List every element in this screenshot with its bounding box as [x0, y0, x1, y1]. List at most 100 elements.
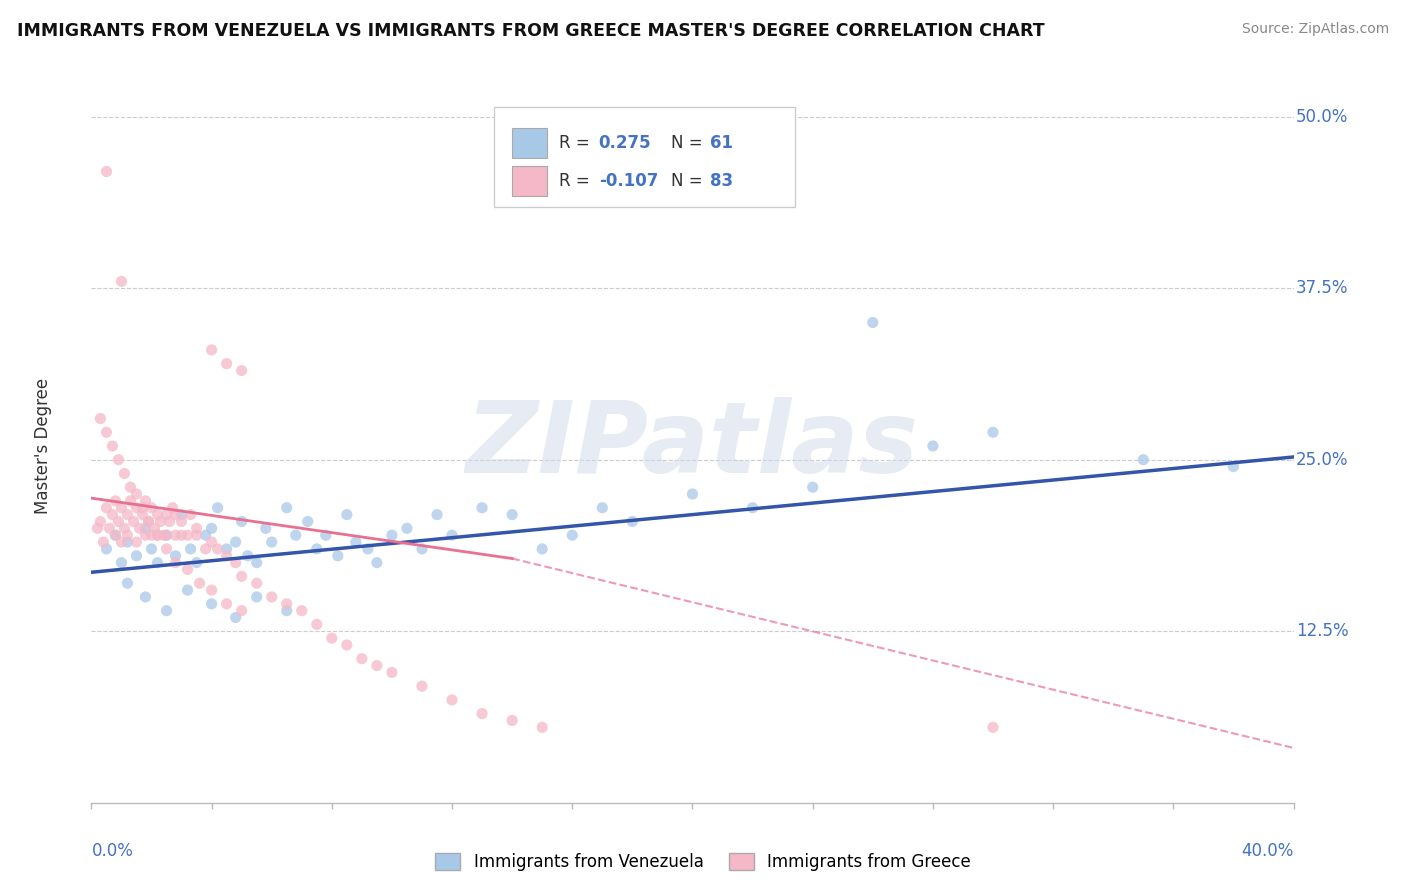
- Point: [260, 590, 283, 604]
- Point: [426, 508, 449, 522]
- Point: [146, 528, 169, 542]
- Point: [591, 500, 613, 515]
- Point: [201, 535, 224, 549]
- Point: [440, 693, 463, 707]
- Text: IMMIGRANTS FROM VENEZUELA VS IMMIGRANTS FROM GREECE MASTER'S DEGREE CORRELATION : IMMIGRANTS FROM VENEZUELA VS IMMIGRANTS …: [17, 22, 1045, 40]
- Point: [170, 515, 193, 529]
- Point: [357, 541, 380, 556]
- Point: [138, 515, 160, 529]
- Point: [180, 508, 202, 522]
- Point: [165, 549, 187, 563]
- Point: [96, 500, 118, 515]
- Point: [225, 556, 247, 570]
- Point: [186, 521, 208, 535]
- Point: [231, 515, 253, 529]
- Text: 40.0%: 40.0%: [1241, 842, 1294, 860]
- Point: [149, 515, 172, 529]
- FancyBboxPatch shape: [512, 166, 547, 196]
- Point: [165, 508, 187, 522]
- Text: 0.0%: 0.0%: [91, 842, 134, 860]
- Point: [215, 549, 238, 563]
- Point: [276, 604, 298, 618]
- Text: 37.5%: 37.5%: [1296, 279, 1348, 297]
- Point: [276, 500, 298, 515]
- Point: [155, 604, 177, 618]
- Point: [176, 562, 198, 576]
- Point: [125, 535, 148, 549]
- Point: [201, 597, 224, 611]
- Point: [110, 500, 132, 515]
- Point: [366, 658, 388, 673]
- Point: [131, 500, 153, 515]
- Point: [741, 500, 763, 515]
- Point: [120, 494, 142, 508]
- Point: [291, 604, 314, 618]
- Point: [114, 521, 136, 535]
- Text: 12.5%: 12.5%: [1296, 623, 1348, 640]
- Point: [201, 521, 224, 535]
- Point: [170, 508, 193, 522]
- Point: [98, 521, 121, 535]
- Point: [411, 541, 433, 556]
- Point: [170, 528, 193, 542]
- Point: [134, 494, 156, 508]
- Point: [246, 556, 269, 570]
- Point: [186, 528, 208, 542]
- Point: [471, 500, 494, 515]
- Point: [225, 535, 247, 549]
- Point: [138, 515, 160, 529]
- Point: [162, 500, 184, 515]
- Point: [201, 583, 224, 598]
- Legend: Immigrants from Venezuela, Immigrants from Greece: Immigrants from Venezuela, Immigrants fr…: [427, 845, 979, 880]
- Point: [501, 714, 523, 728]
- Point: [101, 439, 124, 453]
- Text: 61: 61: [710, 135, 734, 153]
- Point: [225, 610, 247, 624]
- Point: [501, 508, 523, 522]
- Point: [146, 528, 169, 542]
- Point: [561, 528, 583, 542]
- Point: [117, 535, 139, 549]
- Point: [194, 528, 217, 542]
- Point: [344, 535, 367, 549]
- Point: [366, 556, 388, 570]
- Point: [122, 515, 145, 529]
- Point: [1222, 459, 1244, 474]
- Point: [186, 556, 208, 570]
- Point: [128, 521, 150, 535]
- Point: [215, 357, 238, 371]
- Point: [155, 528, 177, 542]
- Point: [89, 515, 111, 529]
- Point: [350, 651, 373, 665]
- Point: [176, 583, 198, 598]
- Point: [315, 528, 337, 542]
- Point: [381, 665, 404, 680]
- Point: [471, 706, 494, 721]
- Point: [101, 508, 124, 522]
- Point: [336, 638, 359, 652]
- Text: R =: R =: [560, 135, 595, 153]
- Point: [141, 541, 163, 556]
- Point: [134, 590, 156, 604]
- Point: [188, 576, 211, 591]
- Point: [107, 515, 129, 529]
- Point: [284, 528, 307, 542]
- Point: [165, 528, 187, 542]
- Point: [246, 576, 269, 591]
- Point: [326, 549, 349, 563]
- Point: [131, 508, 153, 522]
- Point: [207, 500, 229, 515]
- Point: [681, 487, 703, 501]
- Point: [440, 528, 463, 542]
- Point: [981, 425, 1004, 440]
- Point: [134, 528, 156, 542]
- Text: ZIPatlas: ZIPatlas: [465, 398, 920, 494]
- Point: [176, 528, 198, 542]
- Point: [114, 467, 136, 481]
- Point: [125, 549, 148, 563]
- Point: [862, 316, 884, 330]
- Point: [531, 720, 554, 734]
- Point: [96, 425, 118, 440]
- Point: [254, 521, 277, 535]
- Point: [159, 515, 181, 529]
